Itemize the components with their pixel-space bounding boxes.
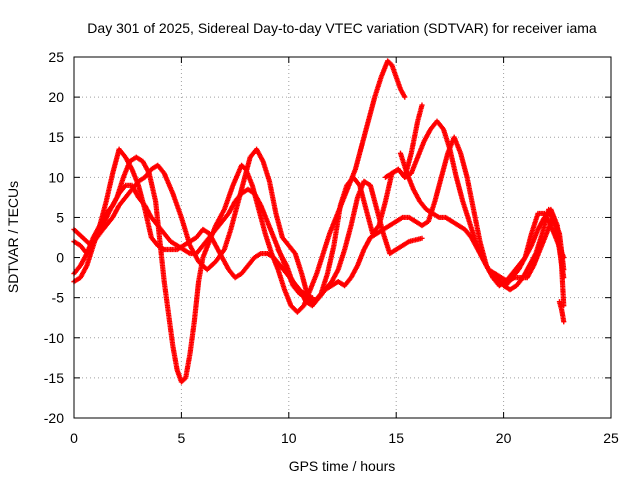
series-track-a xyxy=(71,58,408,385)
series-track-d xyxy=(71,134,567,309)
data-point xyxy=(419,235,425,241)
x-tick-label: 5 xyxy=(178,430,186,446)
x-tick-label: 0 xyxy=(70,430,78,446)
y-tick-label: -15 xyxy=(44,370,64,386)
y-tick-label: 0 xyxy=(56,250,64,266)
y-axis-label: SDTVAR / TECUs xyxy=(5,181,21,293)
x-tick-label: 25 xyxy=(603,430,619,446)
y-tick-label: 20 xyxy=(48,89,64,105)
x-tick-label: 15 xyxy=(388,430,404,446)
y-tick-label: -10 xyxy=(44,330,64,346)
series-track-b xyxy=(71,102,425,305)
plot-frame xyxy=(73,56,612,419)
y-tick-label: 25 xyxy=(48,49,64,65)
data-point xyxy=(561,319,567,325)
data-marks xyxy=(71,58,567,385)
x-tick-label: 10 xyxy=(281,430,297,446)
series-track-i xyxy=(556,299,567,325)
x-tick-label: 20 xyxy=(496,430,512,446)
y-tick-label: 10 xyxy=(48,169,64,185)
x-axis-label: GPS time / hours xyxy=(289,458,396,474)
data-point xyxy=(309,295,316,301)
y-tick-label: 5 xyxy=(56,209,64,225)
series-track-g xyxy=(382,118,567,285)
ticks: 0 5 10 15 20 25 -20 -15 -10 -5 0 5 10 15 20 25 xyxy=(44,49,619,446)
chart-title: Day 301 of 2025, Sidereal Day-to-day VTE… xyxy=(87,20,597,36)
data-point xyxy=(402,94,408,100)
y-tick-label: -20 xyxy=(44,410,64,426)
data-point xyxy=(419,102,425,108)
y-tick-label: 15 xyxy=(48,129,64,145)
data-point xyxy=(561,266,567,273)
series-track-h xyxy=(275,246,316,301)
y-tick-label: -5 xyxy=(52,290,65,306)
